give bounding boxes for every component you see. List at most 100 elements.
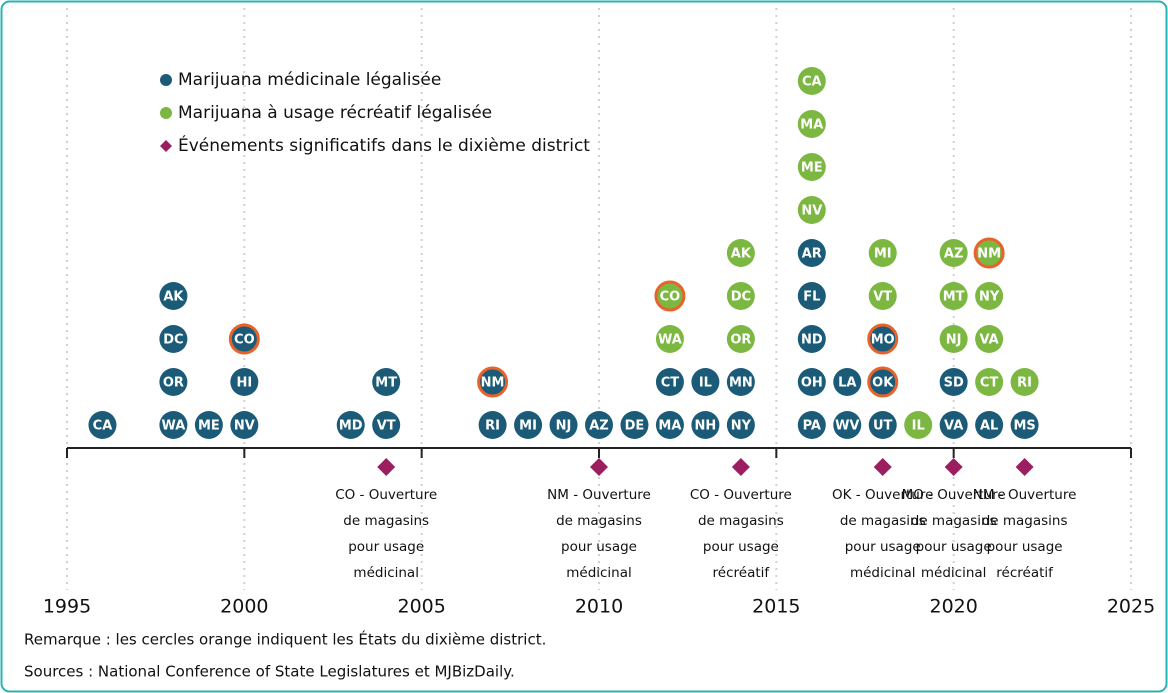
state-marker [549,411,578,439]
state-label: IL [912,419,925,434]
x-tick-label: 2020 [929,596,977,618]
event-text: pour usage [987,539,1063,555]
event-text: médicinal [353,565,419,581]
legend-label: Événements significatifs dans le dixième… [178,134,590,156]
state-label: CO [660,290,681,305]
state-marker [975,411,1004,439]
state-marker [585,411,613,439]
state-label: NJ [946,333,962,348]
state-marker [939,368,968,396]
state-marker [159,411,188,439]
state-label: AR [802,247,822,262]
state-label: UT [873,419,893,434]
state-label: SD [944,376,964,391]
state-label: MD [339,419,363,434]
state-marker [159,282,188,310]
state-marker [514,411,543,439]
event-text: médicinal [921,565,987,581]
state-marker [726,282,755,310]
state-marker [655,325,684,353]
state-label: LA [838,376,856,391]
x-tick-label: 2000 [220,596,268,618]
state-label: WV [835,419,859,434]
state-marker [230,411,259,439]
state-marker [868,282,897,310]
state-marker [975,325,1004,353]
event-marker [1015,458,1034,476]
state-marker [691,368,720,396]
state-label: VA [980,333,999,348]
state-label: VT [873,290,892,305]
state-label: AK [163,290,184,305]
state-label: NM [977,247,1001,262]
note: Sources : National Conference of State L… [24,663,515,681]
state-label: MS [1013,419,1035,434]
state-label: MT [943,290,965,305]
event-marker [590,458,608,476]
state-marker [1010,368,1039,396]
state-label: ME [198,419,220,434]
event-text: NM - Ouverture [973,487,1077,503]
legend-label: Marijuana médicinale légalisée [178,70,441,90]
state-marker [620,411,649,439]
state-label: HI [236,376,252,391]
state-label: NV [801,204,822,219]
state-marker [797,110,826,138]
event-text: de magasins [343,513,429,529]
state-marker [868,239,897,267]
legend-swatch [160,107,172,119]
state-marker [336,411,365,439]
event-marker [873,458,892,476]
event-text: CO - Ouverture [690,487,792,503]
state-label: VT [377,419,396,434]
state-label: IL [699,376,712,391]
event-text: pour usage [348,539,424,555]
event-text: médicinal [566,565,632,581]
state-marker [797,239,826,267]
state-marker [797,411,826,439]
state-label: DC [163,333,183,348]
state-marker [973,237,1005,269]
state-marker [975,368,1004,396]
x-tick-label: 1995 [43,596,91,618]
state-label: PA [803,419,821,434]
state-label: NH [695,419,717,434]
state-marker [867,323,899,355]
legend-swatch [160,74,172,86]
state-marker [939,282,968,310]
event-marker [944,458,963,476]
state-marker [655,411,684,439]
state-label: AZ [944,247,964,262]
state-marker [939,411,968,439]
legend-swatch [160,140,172,152]
state-marker [654,280,686,312]
state-label: ME [801,161,823,176]
state-label: MA [800,118,823,133]
state-label: NJ [556,419,572,434]
state-marker [372,368,401,396]
state-label: OR [163,376,184,391]
state-marker [726,368,755,396]
state-marker [230,368,259,396]
state-label: AK [731,247,752,262]
event-text: MO - Ouverture [902,487,1006,503]
event-text: de magasins [982,513,1068,529]
state-marker [228,323,260,355]
state-label: FL [803,290,820,305]
state-label: NY [979,290,1000,305]
state-label: AZ [589,419,609,434]
state-label: AL [980,419,998,434]
state-label: RI [1017,376,1032,391]
event-text: pour usage [845,539,921,555]
state-label: DC [731,290,751,305]
state-label: NV [234,419,255,434]
state-marker [833,411,862,439]
state-marker [88,411,117,439]
x-tick-label: 2005 [397,596,445,618]
state-label: WA [658,333,682,348]
state-label: CA [802,75,822,90]
state-label: MI [519,419,537,434]
state-label: MT [375,376,397,391]
event-text: pour usage [703,539,779,555]
